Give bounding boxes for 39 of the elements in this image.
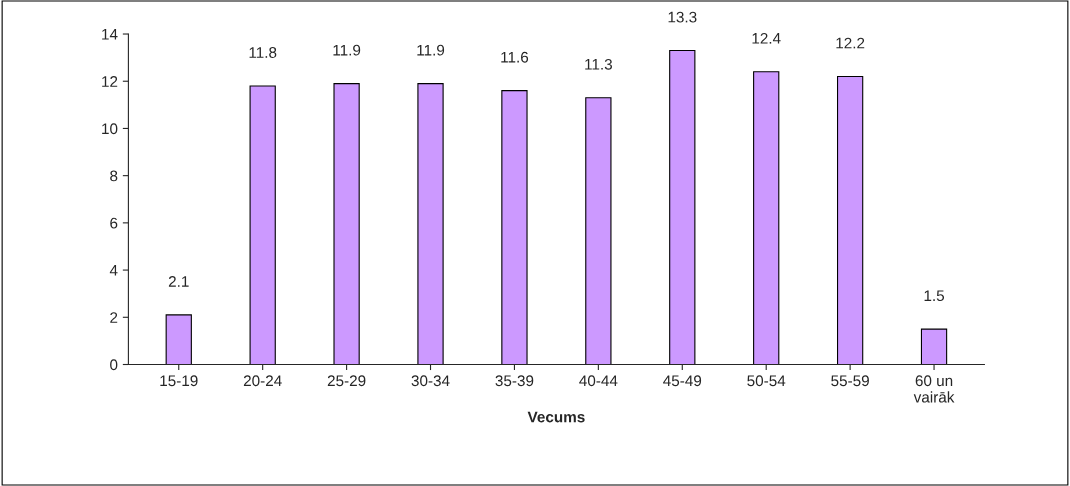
y-tick-label: 14 xyxy=(102,29,118,40)
x-tick-label: 40-44 xyxy=(579,375,618,387)
x-tick-label: 45-49 xyxy=(663,375,702,387)
data-label: 2.1 xyxy=(168,276,189,287)
data-label: 11.3 xyxy=(585,58,612,70)
x-tick-label: 35-39 xyxy=(495,375,534,387)
data-label: 11.8 xyxy=(249,47,277,58)
bar xyxy=(753,71,780,365)
bar xyxy=(836,75,864,365)
x-tick-label: 30-34 xyxy=(411,375,450,387)
x-tick-label: 55-59 xyxy=(831,375,869,387)
y-tick-label: 2 xyxy=(110,312,118,323)
y-tick-label: 10 xyxy=(102,123,118,135)
bar xyxy=(165,314,192,365)
bar xyxy=(920,328,948,365)
bar xyxy=(417,83,444,365)
x-tick-label: 60 un vairāk xyxy=(913,375,955,403)
y-tick-label: 4 xyxy=(109,265,118,276)
x-axis-title: Vecums xyxy=(527,411,585,423)
y-tick-label: 8 xyxy=(110,170,118,182)
bar xyxy=(333,83,360,365)
x-tick-label: 50-54 xyxy=(747,375,786,387)
bar xyxy=(501,90,528,365)
data-label: 11.9 xyxy=(333,44,361,56)
x-tick-label: 15-19 xyxy=(160,375,198,387)
bar xyxy=(249,85,276,365)
data-label: 11.9 xyxy=(417,44,445,56)
data-label: 12.2 xyxy=(836,37,865,49)
data-label: 13.3 xyxy=(668,11,697,23)
bar xyxy=(585,97,612,365)
x-tick-label: 20-24 xyxy=(243,375,282,387)
y-tick-label: 6 xyxy=(110,217,118,229)
bar xyxy=(669,49,696,365)
data-label: 1.5 xyxy=(924,290,945,302)
x-tick-label: 25-29 xyxy=(327,375,366,387)
y-tick-label: 0 xyxy=(110,359,118,371)
data-label: 12.4 xyxy=(752,32,781,44)
y-tick-label: 12 xyxy=(102,76,118,87)
data-label: 11.6 xyxy=(501,51,529,63)
